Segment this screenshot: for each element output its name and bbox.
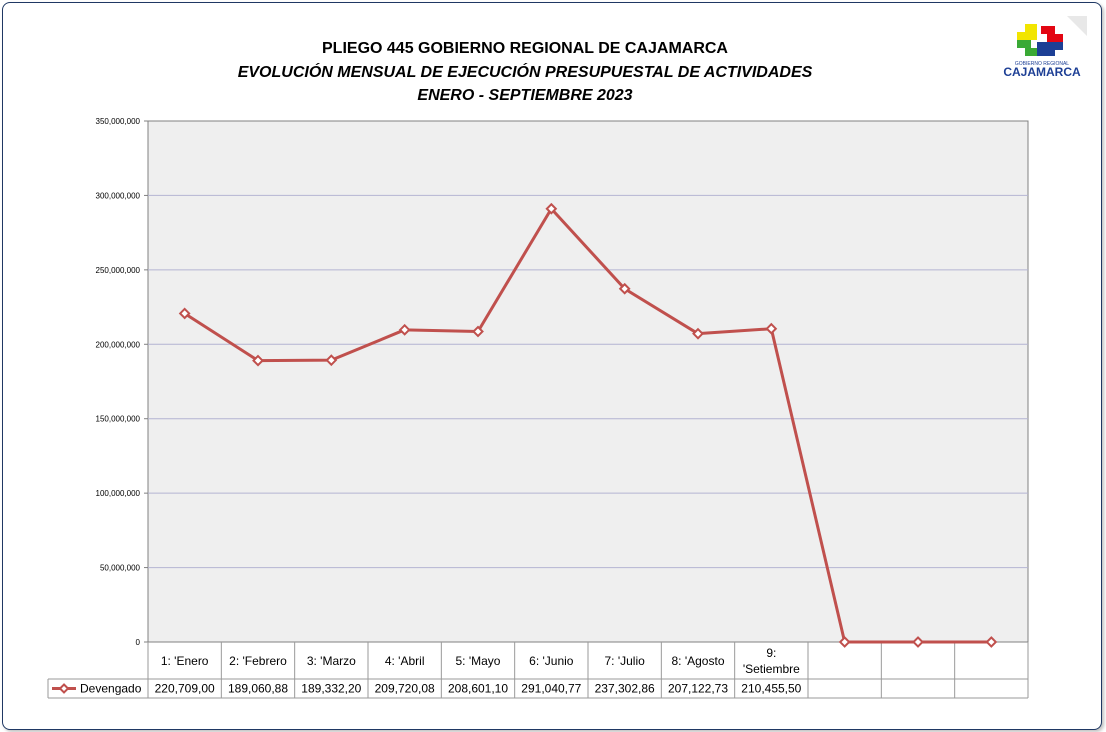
data-table-value: 208,601,10 xyxy=(448,682,508,696)
x-category-label: 3: 'Marzo xyxy=(307,654,356,668)
y-tick-label: 300,000,000 xyxy=(96,191,141,200)
data-point-marker xyxy=(178,307,191,320)
x-category-label: 6: 'Junio xyxy=(529,654,574,668)
data-table-value: 237,302,86 xyxy=(595,682,655,696)
legend-label-devengado: Devengado xyxy=(80,682,142,696)
y-tick-label: 0 xyxy=(136,638,141,647)
x-category-label-line2: 'Setiembre xyxy=(743,662,800,676)
x-category-label: 2: 'Febrero xyxy=(229,654,287,668)
y-tick-label: 50,000,000 xyxy=(100,564,141,573)
data-table-value: 291,040,77 xyxy=(521,682,581,696)
data-table-value: 189,060,88 xyxy=(228,682,288,696)
y-tick-label: 200,000,000 xyxy=(96,340,141,349)
data-table-value: 189,332,20 xyxy=(301,682,361,696)
plot-area xyxy=(147,120,1029,643)
x-category-label: 5: 'Mayo xyxy=(456,654,501,668)
legend-key-marker xyxy=(58,683,70,694)
data-point-marker xyxy=(912,636,924,648)
x-category-label: 1: 'Enero xyxy=(161,654,209,668)
x-category-label-line1: 9: xyxy=(766,646,776,660)
chart-subtitle: EVOLUCIÓN MENSUAL DE EJECUCIÓN PRESUPUES… xyxy=(237,64,813,81)
data-point-marker xyxy=(325,354,338,367)
data-point-marker xyxy=(985,636,998,648)
y-tick-label: 150,000,000 xyxy=(96,415,141,424)
data-point-marker xyxy=(838,636,851,648)
cajamarca-logo: GOBIERNO REGIONAL CAJAMARCA xyxy=(997,16,1087,82)
data-point-marker xyxy=(252,354,264,367)
x-category-label: 8: 'Agosto xyxy=(672,654,725,668)
data-table-value: 220,709,00 xyxy=(155,682,215,696)
chart-period: ENERO - SEPTIEMBRE 2023 xyxy=(417,87,633,104)
logo-big-text: CAJAMARCA xyxy=(1003,65,1081,79)
data-table-value: 207,122,73 xyxy=(668,682,728,696)
data-point-marker xyxy=(398,323,411,336)
data-point-marker xyxy=(765,322,778,335)
data-table-value: 209,720,08 xyxy=(375,682,435,696)
data-point-marker xyxy=(692,327,704,340)
data-point-marker xyxy=(545,202,558,215)
y-tick-label: 100,000,000 xyxy=(96,489,141,498)
chart-title: PLIEGO 445 GOBIERNO REGIONAL DE CAJAMARC… xyxy=(322,40,728,57)
data-point-marker xyxy=(472,325,484,338)
x-category-label: 7: 'Julio xyxy=(605,654,646,668)
series-line-devengado xyxy=(183,207,992,644)
x-category-label: 4: 'Abril xyxy=(385,654,425,668)
data-table-value: 210,455,50 xyxy=(741,682,801,696)
logo-small-text: GOBIERNO REGIONAL xyxy=(1015,61,1069,67)
y-tick-label: 350,000,000 xyxy=(96,117,141,126)
data-point-marker xyxy=(618,282,631,295)
y-tick-label: 250,000,000 xyxy=(96,266,141,275)
